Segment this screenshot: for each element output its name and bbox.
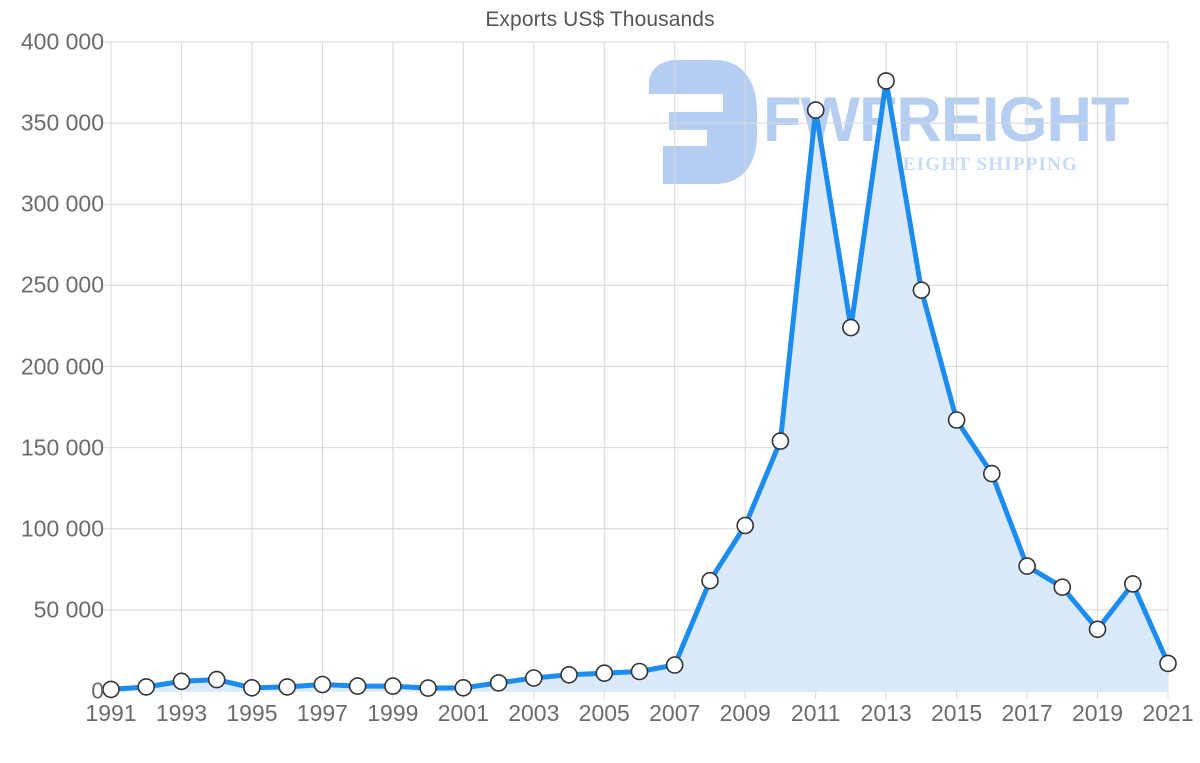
y-axis-tick-label: 250 000 xyxy=(20,271,104,298)
data-point-marker[interactable] xyxy=(560,665,578,684)
x-axis-tick-label: 1993 xyxy=(155,700,208,726)
data-point-marker[interactable] xyxy=(806,101,825,119)
data-point-marker[interactable] xyxy=(982,464,1001,483)
data-point-marker[interactable] xyxy=(243,678,261,697)
data-point-marker[interactable] xyxy=(771,432,790,450)
data-point-marker[interactable] xyxy=(842,318,860,337)
data-point-marker[interactable] xyxy=(207,670,226,689)
x-axis-tick-label: 1995 xyxy=(226,700,278,726)
data-point-marker[interactable] xyxy=(172,672,191,691)
data-point-marker[interactable] xyxy=(701,571,719,590)
data-point-marker[interactable] xyxy=(595,664,614,683)
data-point-marker[interactable] xyxy=(947,411,966,429)
x-axis-tick-label: 2001 xyxy=(437,700,489,726)
y-axis-tick-label: 400 000 xyxy=(20,28,104,55)
data-point-marker[interactable] xyxy=(348,677,367,695)
y-axis-tick-label: 100 000 xyxy=(20,515,104,542)
data-point-marker[interactable] xyxy=(1018,557,1036,575)
x-axis-tick-label: 2007 xyxy=(649,700,701,726)
data-point-marker[interactable] xyxy=(1088,620,1107,639)
y-axis-tick-label: 300 000 xyxy=(20,190,104,217)
x-axis-tick-label: 1999 xyxy=(367,700,419,726)
y-axis-tick-label: 350 000 xyxy=(20,109,104,136)
data-point-marker[interactable] xyxy=(524,669,543,687)
data-point-marker[interactable] xyxy=(454,678,473,697)
data-point-marker[interactable] xyxy=(630,662,649,681)
x-axis-tick-label: 1997 xyxy=(296,700,348,726)
chart-title: Exports US$ Thousands xyxy=(485,8,715,31)
y-axis-tick-label: 50 000 xyxy=(33,596,104,623)
data-point-marker[interactable] xyxy=(102,680,120,699)
data-point-marker[interactable] xyxy=(384,677,402,695)
data-point-marker[interactable] xyxy=(912,281,931,300)
y-axis-tick-label: 200 000 xyxy=(20,353,104,379)
data-point-markers xyxy=(102,72,1177,699)
data-point-marker[interactable] xyxy=(489,674,508,692)
x-axis-tick-label: 1991 xyxy=(85,700,137,726)
x-axis-tick-label: 2003 xyxy=(508,700,560,726)
y-axis-tick-label: 0 xyxy=(91,677,104,704)
x-axis-tick-label: 2019 xyxy=(1071,700,1124,726)
data-point-marker[interactable] xyxy=(278,678,297,696)
data-point-marker[interactable] xyxy=(877,72,895,90)
data-point-marker[interactable] xyxy=(313,675,332,694)
data-point-marker[interactable] xyxy=(1124,575,1142,593)
x-axis-tick-label: 2005 xyxy=(578,700,630,726)
data-point-marker[interactable] xyxy=(419,679,437,697)
area-fill xyxy=(111,80,1168,691)
data-point-marker[interactable] xyxy=(665,656,684,674)
x-axis-tick-label: 2015 xyxy=(931,700,983,726)
data-point-marker[interactable] xyxy=(1053,578,1072,597)
x-axis-tick-label: 2013 xyxy=(860,700,912,726)
data-point-marker[interactable] xyxy=(137,678,155,696)
x-axis-tick-label: 2011 xyxy=(790,700,841,726)
x-axis-tick-label: 2021 xyxy=(1142,700,1194,726)
data-point-marker[interactable] xyxy=(736,516,755,535)
data-point-marker[interactable] xyxy=(1159,654,1177,673)
x-axis-tick-label: 2009 xyxy=(719,700,771,726)
y-axis-tick-label: 150 000 xyxy=(20,434,104,461)
x-axis-tick-label: 2017 xyxy=(1001,700,1053,726)
